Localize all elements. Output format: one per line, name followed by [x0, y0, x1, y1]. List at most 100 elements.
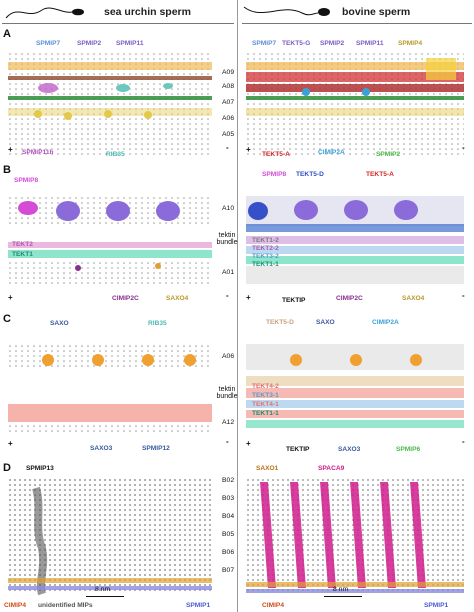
scale-label-left: 8 nm [95, 586, 111, 593]
label-a-left-rib35: RIB35 [106, 151, 125, 158]
panel-b-right-minus: - [462, 291, 465, 300]
row-tektin-bundle-b: tektin bundle [216, 232, 238, 247]
label-d-right-spmip1: SPMIP1 [424, 602, 449, 609]
row-a05: A05 [222, 131, 235, 138]
row-a09: A09 [222, 69, 235, 76]
label-c-right-spmip6: SPMIP6 [396, 446, 421, 453]
header-rule-right [242, 23, 472, 24]
panel-c-letter: C [3, 313, 11, 325]
label-a-left-spmip7: SPMIP7 [36, 40, 61, 47]
bovine-sperm-icon [243, 6, 330, 16]
panel-b-plus: + [8, 293, 13, 302]
label-b-left-tekt1: TEKT1 [12, 251, 33, 258]
label-c-left-rib35: RIB35 [148, 320, 167, 327]
panel-a-right-image [246, 52, 464, 156]
panel-b-right-plus: + [246, 293, 251, 302]
label-b-right-tekt1-2: TEKT1-2 [252, 237, 279, 244]
label-a-right-spmip11: SPMIP11 [356, 40, 384, 47]
row-a10: A10 [222, 205, 235, 212]
label-a-right-spmip2-bottom: SPMIP2 [376, 151, 401, 158]
label-c-right-cimip2a: CIMIP2A [372, 319, 399, 326]
label-b-left-spmip8: SPMIP8 [14, 177, 39, 184]
label-b-right-saxo4: SAXO4 [402, 295, 425, 302]
panel-b-letter: B [3, 164, 11, 176]
row-b05: B05 [222, 531, 235, 538]
header-rule-left [2, 23, 234, 24]
label-a-right-tekt5g: TEKT5-G [282, 40, 311, 47]
panel-c-right-plus: + [246, 439, 251, 448]
label-b-right-tekt2-2: TEKT2-2 [252, 245, 279, 252]
label-c-left-spmip12: SPMIP12 [142, 445, 170, 452]
label-d-right-cimip4: CIMIP4 [262, 602, 284, 609]
panel-a-letter: A [3, 28, 11, 40]
label-d-right-spaca9: SPACA9 [318, 465, 345, 472]
label-c-right-tekt1-1: TEKT1-1 [252, 410, 279, 417]
right-column-title: bovine sperm [342, 6, 411, 18]
label-b-left-tekt2: TEKT2 [12, 241, 33, 248]
label-d-right-saxo1: SAXO1 [256, 465, 279, 472]
panel-c-right-minus: - [462, 437, 465, 446]
label-b-left-cimip2c: CIMIP2C [112, 295, 139, 302]
panel-a-right-minus: - [462, 143, 465, 152]
label-c-right-tekt4-1: TEKT4-1 [252, 401, 279, 408]
column-divider [237, 0, 238, 612]
label-b-right-cimip2c: CIMIP2C [336, 295, 363, 302]
label-c-left-saxo3: SAXO3 [90, 445, 113, 452]
label-a-right-spmip7: SPMIP7 [252, 40, 277, 47]
panel-b-minus: - [226, 291, 229, 300]
row-b07: B07 [222, 567, 235, 574]
label-c-right-tekt5d: TEKT5-D [266, 319, 294, 326]
row-b02: B02 [222, 477, 235, 484]
scale-bar-left [86, 596, 124, 598]
label-b-right-tekt5d: TEKT5-D [296, 171, 324, 178]
panel-d-right-image [246, 478, 464, 594]
row-a12: A12 [222, 419, 235, 426]
label-b-right-tektip: TEKTIP [282, 297, 306, 304]
row-a08: A08 [222, 83, 235, 90]
panel-c-right-image [246, 344, 464, 428]
row-tektin-bundle-c: tektin bundle [216, 386, 238, 401]
panel-d-letter: D [3, 462, 11, 474]
scale-label-right: 8 nm [333, 586, 349, 593]
panel-b-right-image [246, 196, 464, 284]
panel-a-right-plus: + [246, 145, 251, 154]
panel-d-left-image [8, 478, 212, 596]
label-b-right-spmip8: SPMIP8 [262, 171, 287, 178]
panel-b-left-image [8, 196, 212, 284]
row-a06: A06 [222, 115, 235, 122]
label-a-left-spmip11h: SPMIP11h [22, 149, 54, 156]
label-d-left-spmip1: SPMIP1 [186, 602, 211, 609]
label-d-left-cimip4: CIMIP4 [4, 602, 26, 609]
left-column-title: sea urchin sperm [104, 6, 191, 18]
label-a-right-spmip2: SPMIP2 [320, 40, 345, 47]
panel-c-minus: - [226, 437, 229, 446]
label-c-right-tekt4-2: TEKT4-2 [252, 383, 279, 390]
panel-c-plus: + [8, 439, 13, 448]
panel-a-plus: + [8, 145, 13, 154]
panel-c-left-image [8, 344, 212, 432]
label-b-right-tekt3-2: TEKT3-2 [252, 253, 279, 260]
label-c-right-saxo: SAXO [316, 319, 335, 326]
label-a-left-spmip11: SPMIP11 [116, 40, 144, 47]
row-a07: A07 [222, 99, 235, 106]
row-b06: B06 [222, 549, 235, 556]
label-b-right-tekt5a: TEKT5-A [366, 171, 394, 178]
row-a01: A01 [222, 269, 235, 276]
label-c-left-saxo: SAXO [50, 320, 69, 327]
panel-a-left-image [8, 52, 212, 156]
label-b-left-saxo4: SAXO4 [166, 295, 189, 302]
panel-a-minus: - [226, 143, 229, 152]
label-c-right-saxo3: SAXO3 [338, 446, 361, 453]
label-a-right-cimip2a: CIMIP2A [318, 149, 345, 156]
label-c-right-tekt3-1: TEKT3-1 [252, 392, 279, 399]
label-a-right-tekt5a: TEKT5-A [262, 151, 290, 158]
label-c-right-tektip: TEKTIP [286, 446, 310, 453]
scale-bar-right [324, 596, 362, 598]
label-d-left-unidentified-mips: unidentified MIPs [38, 602, 93, 609]
row-b04: B04 [222, 513, 235, 520]
row-c-a06: A06 [222, 353, 235, 360]
label-a-left-spmip2: SPMIP2 [77, 40, 102, 47]
label-d-left-spmip13: SPMIP13 [26, 465, 54, 472]
label-b-right-tekt1-1: TEKT1-1 [252, 261, 279, 268]
row-b03: B03 [222, 495, 235, 502]
